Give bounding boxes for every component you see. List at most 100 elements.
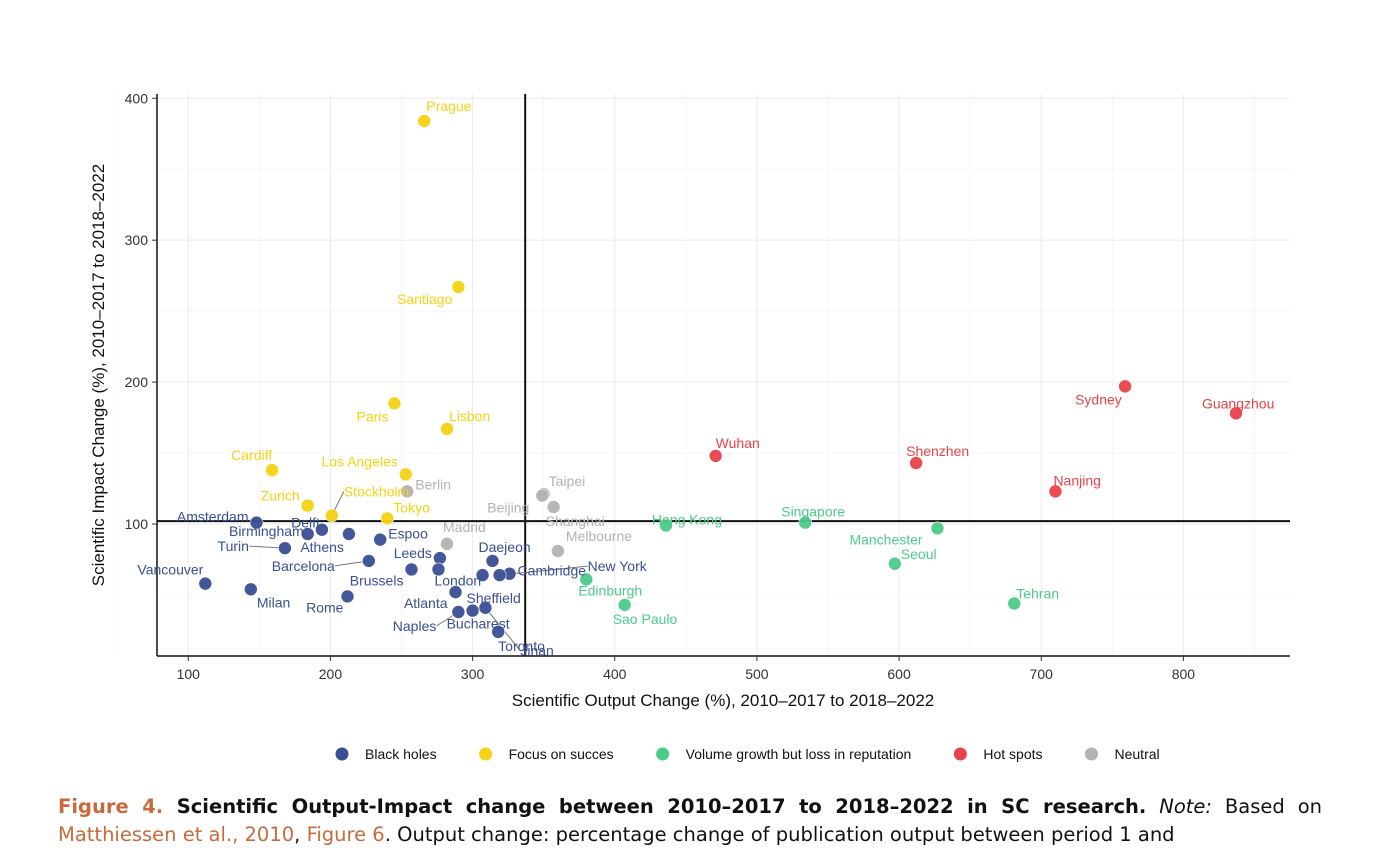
label-birmingham: Birmingham [229, 523, 304, 539]
legend-label-black-holes: Black holes [365, 746, 437, 762]
figure-title: Scientific Output-Impact change between … [163, 795, 1147, 818]
reference-link-1[interactable]: Matthiessen et al., 2010 [58, 823, 295, 846]
point-cardiff [265, 463, 279, 477]
label-shenzhen: Shenzhen [906, 443, 969, 459]
x-tick-label: 100 [177, 666, 201, 682]
label-brussels: Brussels [350, 572, 404, 588]
label-prague: Prague [426, 98, 471, 114]
point-manchester [930, 521, 945, 536]
point-sheffield [475, 568, 490, 582]
note-label: Note: [1146, 795, 1212, 818]
label-paris: Paris [356, 408, 388, 424]
point-rome [340, 589, 355, 604]
label-singapore: Singapore [781, 504, 845, 520]
y-tick-label: 400 [125, 90, 149, 106]
point-singapore [798, 515, 813, 530]
point-london [431, 562, 446, 577]
point-amsterdam [249, 515, 264, 530]
y-tick-label: 200 [125, 374, 149, 390]
label-bucharest: Bucharest [447, 616, 510, 632]
label-barcelona: Barcelona [272, 558, 335, 574]
point-bucharest [465, 603, 480, 618]
point-tokyo [380, 511, 395, 526]
point-nanjing [1048, 484, 1063, 499]
point-espoo [373, 532, 387, 547]
point-madrid [440, 537, 454, 551]
point-sydney [1118, 379, 1132, 394]
label-taipei: Taipei [549, 473, 586, 489]
label-edinburgh: Edinburgh [578, 582, 642, 598]
point-paris [387, 396, 402, 411]
note-text-2: . Output change: percentage change of pu… [384, 823, 1175, 846]
label-sao-paulo: Sao Paulo [613, 611, 678, 627]
label-beijing: Beijing [487, 500, 529, 516]
point-brussels [404, 562, 419, 577]
label-guangzhou: Guangzhou [1202, 395, 1274, 411]
point-athens [342, 527, 356, 541]
x-axis-title: Scientific Output Change (%), 2010–2017 … [512, 691, 934, 710]
point-delft [315, 522, 329, 537]
legend-label-focus-on-succes: Focus on succes [509, 746, 614, 762]
point-atlanta [448, 585, 463, 599]
reference-lines [157, 94, 1290, 656]
label-manchester: Manchester [849, 531, 922, 547]
label-tehran: Tehran [1016, 585, 1059, 601]
label-cardiff: Cardiff [231, 447, 272, 463]
point-edinburgh [579, 572, 594, 587]
point-tehran [1007, 596, 1022, 611]
label-sheffield: Sheffield [467, 590, 521, 606]
label-hong-kong: Hong Kong [652, 511, 722, 527]
label-lisbon: Lisbon [449, 408, 490, 424]
point-seoul [888, 556, 902, 571]
label-new-york: New York [588, 558, 648, 574]
x-tick-label: 200 [319, 666, 343, 682]
x-tick-label: 600 [887, 666, 911, 682]
y-tick-label: 100 [125, 516, 149, 532]
label-santiago: Santiago [397, 291, 452, 307]
x-tick-label: 500 [745, 666, 769, 682]
point-daejeon [485, 554, 500, 568]
legend-label-volume-growth-but-loss-in-reputation: Volume growth but loss in reputation [686, 746, 912, 762]
legend-label-neutral: Neutral [1115, 746, 1160, 762]
legend-key-hot-spots [953, 747, 967, 761]
label-milan: Milan [257, 594, 290, 610]
label-toronto: Toronto [498, 638, 545, 654]
point-hong-kong [659, 518, 673, 533]
x-tick-label: 300 [461, 666, 485, 682]
label-stockholm: Stockholm [344, 484, 409, 500]
label-leeds: Leeds [394, 545, 432, 561]
legend-key-black-holes [335, 747, 349, 761]
point-wuhan [708, 449, 723, 463]
label-wuhan: Wuhan [716, 435, 760, 451]
label-naples: Naples [393, 618, 437, 634]
figure-caption: Figure 4. Scientific Output-Impact chang… [58, 793, 1322, 849]
point-leeds [433, 551, 447, 565]
point-guangzhou [1229, 406, 1243, 421]
scatter-chart: 100 200 300 400 500 600 700 800 100 200 300 400 Ams… [89, 90, 1290, 762]
separator: , [294, 823, 307, 846]
label-zurich: Zurich [261, 488, 300, 504]
figure-label: Figure 4. [58, 795, 164, 818]
label-madrid: Madrid [443, 519, 486, 535]
point-stockholm [325, 508, 339, 523]
point-sao-paulo [617, 598, 632, 612]
point-shenzhen [909, 456, 923, 470]
legend-key-volume-growth-but-loss-in-reputation [656, 747, 670, 761]
label-turin: Turin [218, 538, 249, 554]
y-axis-title: Scientific Impact Change (%), 2010–2017 … [89, 164, 108, 586]
point-turin [278, 541, 292, 555]
y-tick-label: 300 [125, 232, 149, 248]
point-zurich [300, 498, 315, 513]
point-birmingham [300, 527, 315, 541]
point-beijing [535, 488, 550, 503]
data-points [198, 114, 1243, 639]
x-tick-label: 700 [1030, 666, 1054, 682]
label-tokyo: Tokyo [393, 499, 430, 515]
reference-link-2[interactable]: Figure 6 [306, 823, 385, 846]
grid [116, 94, 1290, 656]
point-vancouver [198, 576, 213, 591]
label-amsterdam: Amsterdam [177, 509, 249, 525]
label-delft: Delft [291, 515, 320, 531]
point-barcelona [362, 554, 376, 568]
